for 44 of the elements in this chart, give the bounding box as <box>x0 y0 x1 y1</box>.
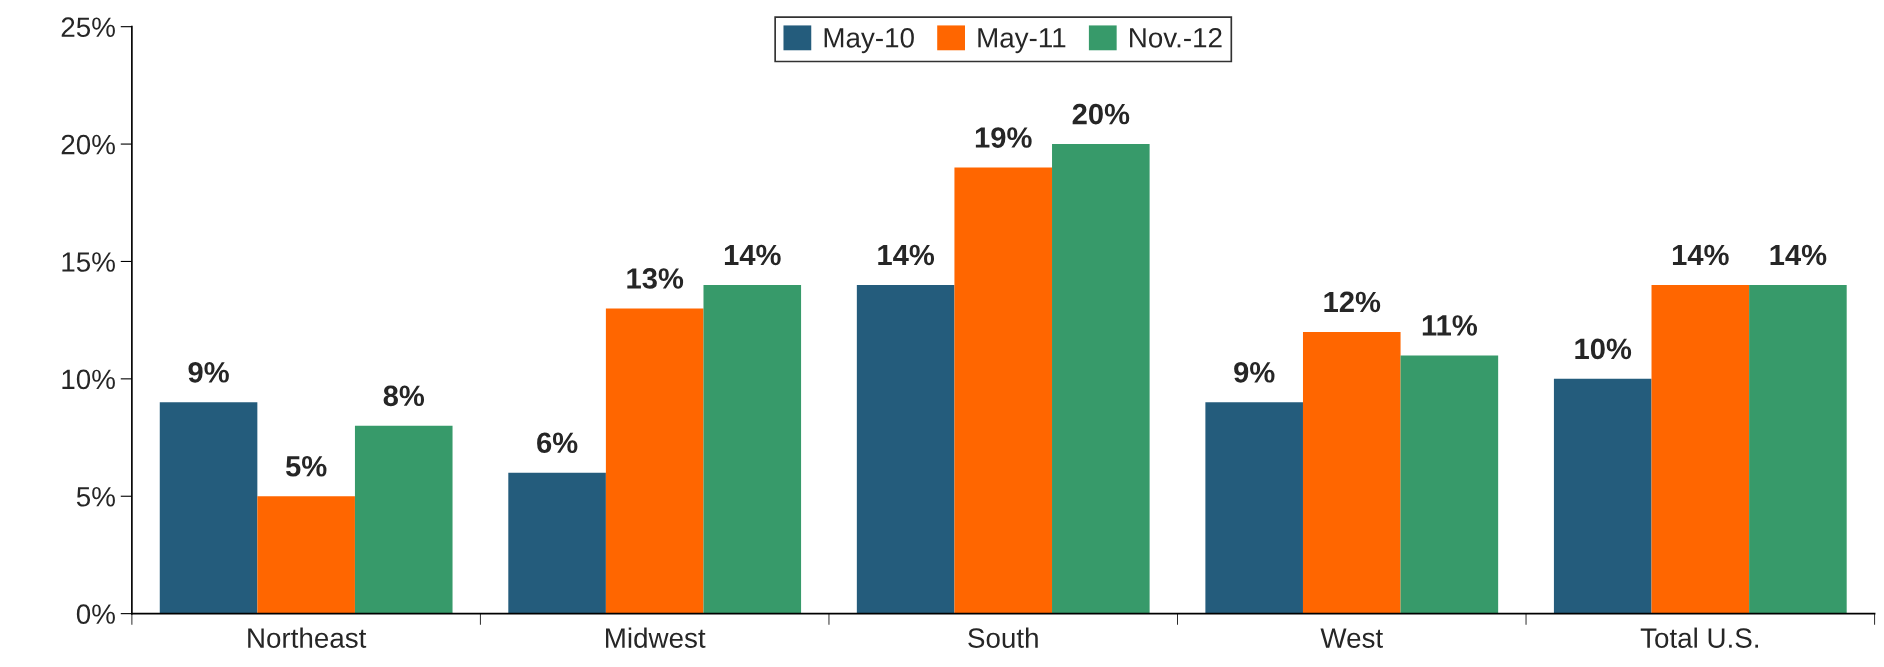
bar <box>954 167 1053 614</box>
x-tick-label: Midwest <box>606 627 706 648</box>
y-tick-label: 5% <box>76 487 115 507</box>
bar <box>1749 284 1847 614</box>
y-tick-label: 15% <box>62 252 115 272</box>
bar <box>354 425 453 614</box>
data-label: 14% <box>878 244 935 266</box>
bar <box>703 284 802 614</box>
bar <box>1302 331 1401 614</box>
data-label: 11% <box>1422 315 1477 336</box>
bar <box>508 472 606 614</box>
bar <box>257 496 355 614</box>
data-label: 14% <box>724 244 781 266</box>
bar <box>1052 144 1150 614</box>
x-tick-label: Total U.S. <box>1640 627 1758 648</box>
data-label: 14% <box>1770 244 1827 266</box>
bar <box>1205 402 1303 614</box>
bar <box>159 402 258 614</box>
data-label: 13% <box>627 268 684 289</box>
data-label: 5% <box>285 456 327 477</box>
bar <box>1651 284 1750 614</box>
data-label: 6% <box>537 432 578 454</box>
y-tick-label: 10% <box>62 369 115 390</box>
y-tick-label: 0% <box>76 604 115 624</box>
x-tick-label: West <box>1320 628 1383 648</box>
data-label: 19% <box>975 127 1032 148</box>
legend-label: May-11 <box>978 28 1066 54</box>
data-label: 8% <box>383 385 425 407</box>
legend-label: Nov.-12 <box>1130 27 1222 48</box>
y-tick-label: 20% <box>61 134 115 155</box>
bar <box>1400 355 1499 614</box>
data-label: 10% <box>1575 338 1632 360</box>
bar <box>605 308 704 614</box>
x-tick-label: South <box>968 627 1038 648</box>
bar <box>856 284 955 614</box>
data-label: 9% <box>188 362 229 383</box>
y-tick-label: 25% <box>61 17 115 38</box>
data-label: 20% <box>1072 103 1130 125</box>
data-label: 12% <box>1324 291 1381 313</box>
data-label: 9% <box>1234 362 1275 383</box>
x-tick-label: Northeast <box>248 627 367 648</box>
data-label: 14% <box>1672 244 1729 266</box>
bar <box>1553 378 1652 614</box>
legend-label: May-10 <box>824 27 914 54</box>
